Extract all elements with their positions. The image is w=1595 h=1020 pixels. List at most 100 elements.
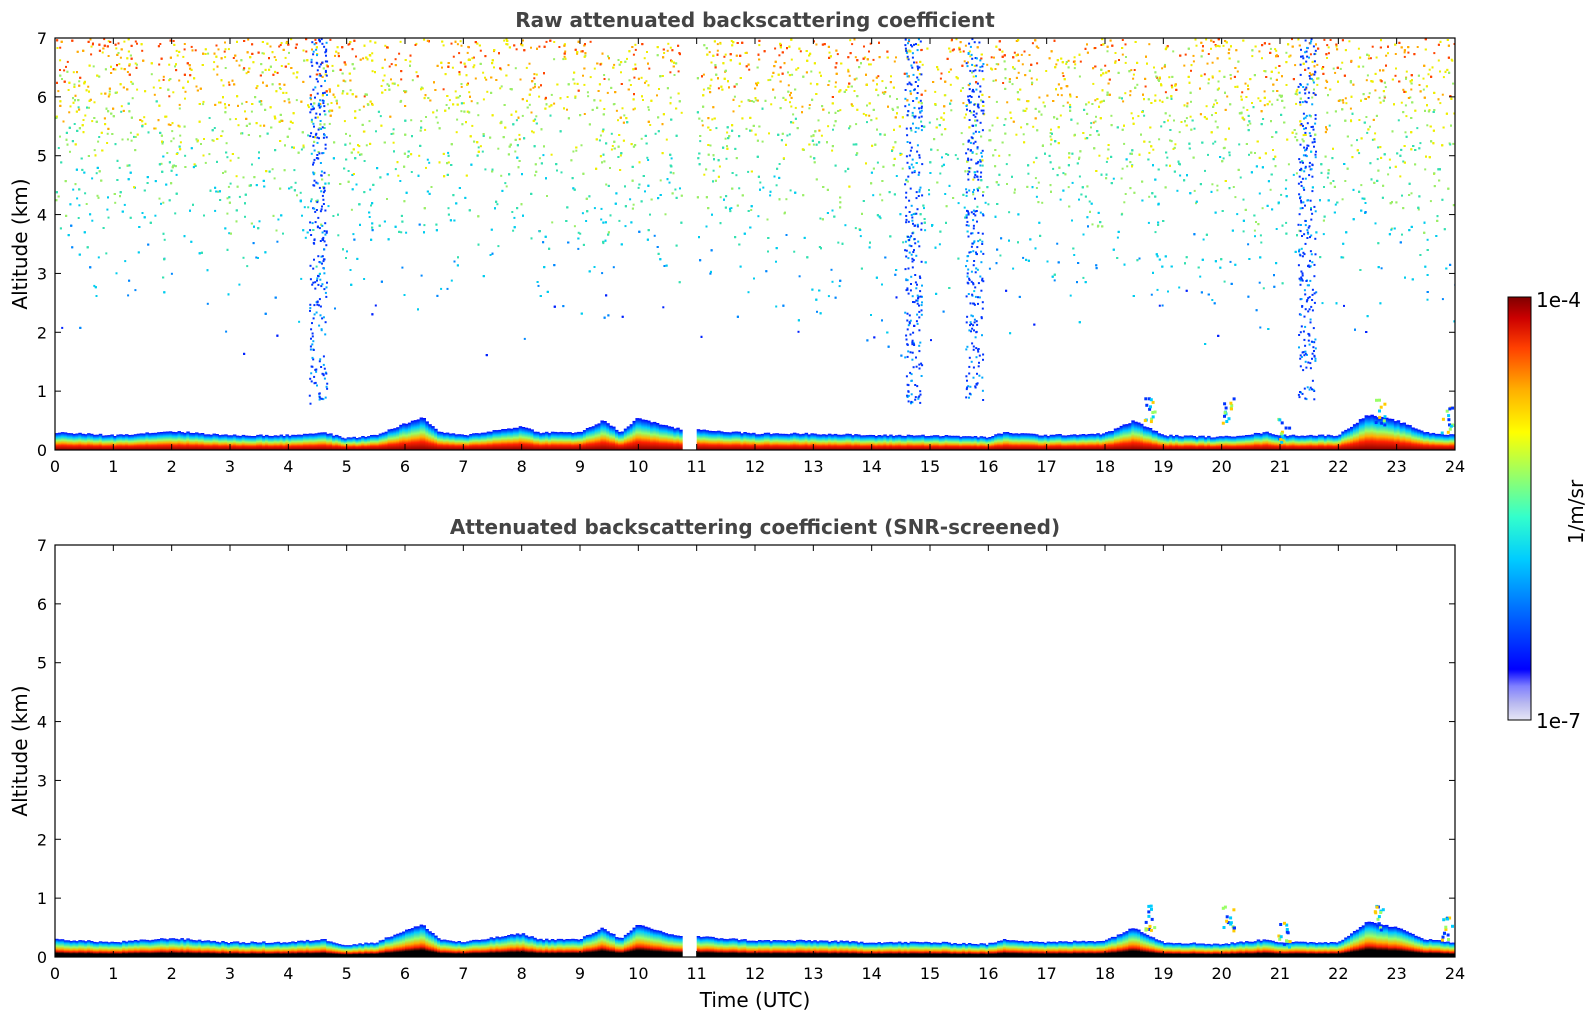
noise-point xyxy=(127,294,130,297)
noise-point xyxy=(287,62,290,65)
noise-point xyxy=(1371,45,1374,48)
noise-point xyxy=(362,105,365,108)
noise-point xyxy=(77,106,80,109)
noise-point xyxy=(501,189,504,192)
noise-point xyxy=(1322,233,1325,236)
noise-point xyxy=(234,118,237,120)
noise-point xyxy=(1110,114,1113,117)
noise-point xyxy=(535,73,538,76)
noise-point xyxy=(100,131,103,134)
noise-point xyxy=(374,304,377,307)
noise-point xyxy=(715,127,718,130)
noise-point xyxy=(375,130,377,133)
noise-point xyxy=(1436,215,1439,218)
noise-point xyxy=(562,58,565,61)
noise-point xyxy=(956,157,959,160)
noise-point xyxy=(709,84,712,87)
noise-point xyxy=(226,212,229,215)
noise-point xyxy=(206,269,209,272)
noise-point xyxy=(115,47,118,50)
noise-point xyxy=(954,154,957,157)
noise-point xyxy=(1168,114,1171,117)
noise-point xyxy=(1202,238,1205,241)
noise-point xyxy=(183,48,186,51)
noise-point xyxy=(1060,94,1063,97)
noise-point xyxy=(1210,47,1212,50)
noise-point xyxy=(1323,38,1326,41)
noise-point xyxy=(1403,51,1406,54)
noise-point xyxy=(195,85,198,88)
noise-point xyxy=(250,110,253,113)
noise-point xyxy=(534,174,537,177)
noise-point xyxy=(1296,88,1299,91)
noise-point xyxy=(1410,192,1413,195)
noise-point xyxy=(497,147,500,150)
noise-point xyxy=(580,144,583,147)
noise-point xyxy=(1184,53,1187,56)
noise-point xyxy=(477,114,480,117)
noise-point xyxy=(1324,86,1327,89)
noise-point xyxy=(778,163,781,165)
noise-point xyxy=(789,189,792,192)
noise-point xyxy=(1218,45,1221,48)
noise-point xyxy=(550,93,553,96)
noise-point xyxy=(797,330,800,333)
noise-point xyxy=(154,214,157,217)
noise-point xyxy=(997,63,1000,66)
noise-point xyxy=(410,119,413,122)
noise-point xyxy=(770,103,773,106)
noise-point xyxy=(755,99,758,102)
noise-point xyxy=(141,120,144,123)
noise-point xyxy=(624,225,627,228)
noise-point xyxy=(1418,147,1421,150)
noise-point xyxy=(607,184,610,187)
noise-point xyxy=(1402,88,1405,91)
noise-point xyxy=(117,42,120,45)
noise-point xyxy=(1144,85,1147,88)
noise-point xyxy=(894,273,897,276)
noise-point xyxy=(131,97,134,100)
noise-point xyxy=(712,169,715,172)
noise-point xyxy=(97,256,100,259)
noise-point xyxy=(877,94,880,97)
noise-point xyxy=(1158,80,1160,82)
noise-point xyxy=(964,44,967,47)
noise-point xyxy=(775,184,778,187)
noise-point xyxy=(467,82,469,85)
noise-point xyxy=(792,121,795,124)
noise-point xyxy=(548,105,551,108)
noise-point xyxy=(1332,67,1335,70)
noise-point xyxy=(960,132,963,135)
noise-point xyxy=(305,50,308,53)
noise-point xyxy=(534,83,536,85)
noise-point xyxy=(928,193,931,196)
noise-point xyxy=(1407,97,1410,99)
noise-point xyxy=(998,154,1001,157)
noise-point xyxy=(962,102,965,105)
noise-point xyxy=(241,102,244,105)
noise-point xyxy=(551,221,554,224)
noise-point xyxy=(877,75,880,78)
noise-point xyxy=(849,39,852,42)
noise-point xyxy=(790,91,792,94)
noise-point xyxy=(82,119,85,121)
noise-point xyxy=(808,107,811,110)
noise-point xyxy=(613,63,616,66)
noise-point xyxy=(1061,72,1064,75)
noise-point xyxy=(750,209,753,211)
noise-point xyxy=(514,67,517,70)
noise-point xyxy=(584,54,587,57)
noise-point xyxy=(532,131,535,134)
noise-point xyxy=(346,92,349,95)
noise-point xyxy=(283,169,286,172)
noise-point xyxy=(1052,167,1055,170)
noise-point xyxy=(583,113,586,115)
noise-point xyxy=(647,159,650,161)
noise-point xyxy=(301,214,303,217)
noise-point xyxy=(855,77,858,80)
noise-point xyxy=(61,326,64,329)
noise-point xyxy=(938,243,941,246)
noise-point xyxy=(503,39,506,42)
noise-point xyxy=(838,285,841,288)
noise-point xyxy=(460,110,463,113)
